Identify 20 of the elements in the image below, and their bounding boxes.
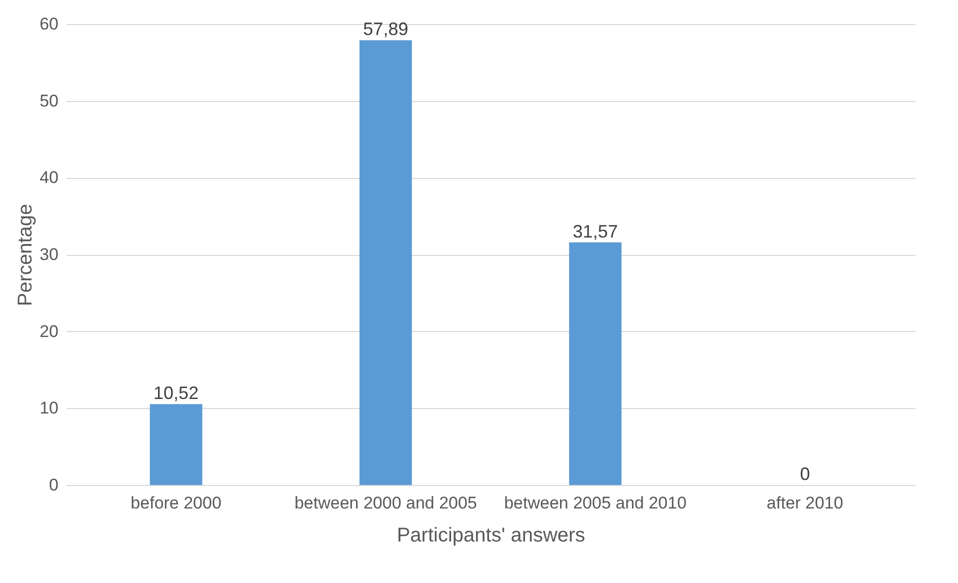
data-label: 31,57 xyxy=(572,221,618,242)
x-tick-label: after 2010 xyxy=(766,494,844,512)
y-tick-label: 30 xyxy=(40,245,58,264)
x-axis-title: Participants' answers xyxy=(396,524,586,546)
x-tick-label: between 2000 and 2005 xyxy=(294,494,477,512)
y-tick-label: 10 xyxy=(40,398,58,418)
y-tick-label: 0 xyxy=(49,476,58,494)
y-tick-label: 40 xyxy=(40,168,58,188)
bar xyxy=(359,40,412,485)
data-label: 0 xyxy=(800,464,810,484)
bar xyxy=(569,242,622,485)
x-tick-label: between 2005 and 2010 xyxy=(504,494,687,512)
y-tick-label: 60 xyxy=(40,14,58,34)
data-label: 10,52 xyxy=(154,383,199,404)
bar xyxy=(150,404,202,485)
x-tick-label: before 2000 xyxy=(130,494,222,512)
data-label: 57,89 xyxy=(363,19,408,40)
y-tick-label: 50 xyxy=(40,91,58,110)
y-tick-label: 20 xyxy=(40,322,58,341)
y-axis-title: Percentage xyxy=(14,204,37,306)
